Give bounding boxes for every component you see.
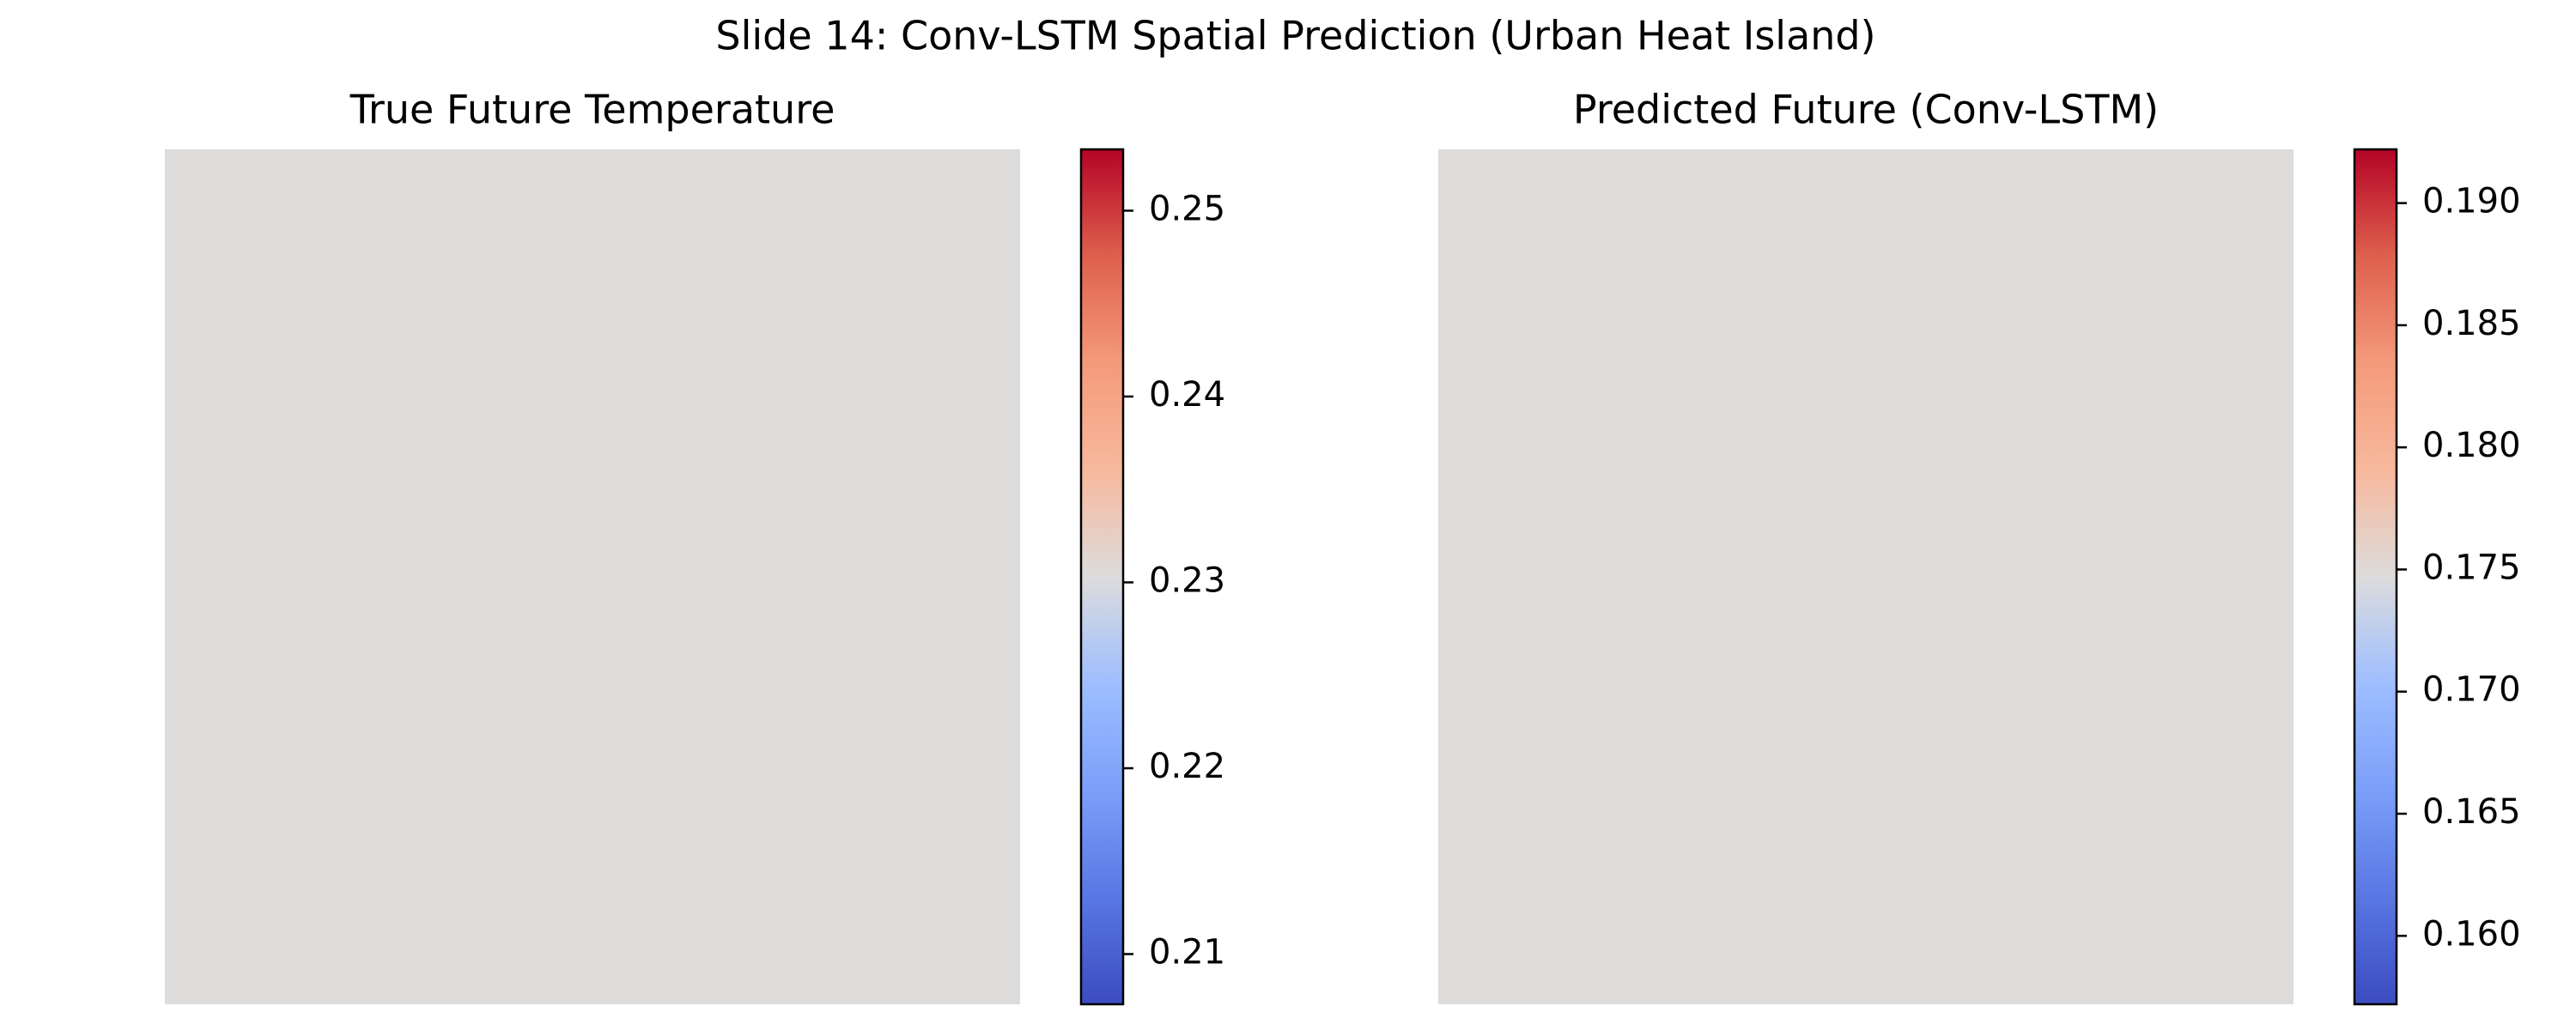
heatmap-field (1438, 149, 2293, 1004)
colorbar-frame (2353, 148, 2398, 1006)
heatmap-field (165, 149, 1020, 1004)
colorbar-ticks: 0.160 0.165 0.170 0.175 0.180 0.185 0.190 (2397, 182, 2521, 954)
colorbar-ticks: 0.21 0.22 0.23 0.24 0.25 (1123, 189, 1225, 972)
colorbar-tick-label: 0.25 (1149, 189, 1225, 228)
colorbar-tick-label: 0.21 (1149, 933, 1225, 972)
colorbar-tick-label: 0.23 (1149, 560, 1225, 600)
colorbar-frame (1079, 148, 1125, 1006)
colorbar-gradient (1081, 149, 1123, 1004)
colorbar-tick-label: 0.170 (2422, 670, 2521, 710)
colorbar-tick-label: 0.160 (2422, 914, 2521, 954)
colorbar-tick-label: 0.175 (2422, 548, 2521, 587)
colorbar: 0.21 0.22 0.23 0.24 0.25 (1079, 148, 1225, 1006)
colorbar-tick-label: 0.180 (2422, 426, 2521, 465)
colorbar-tick-label: 0.185 (2422, 304, 2521, 343)
panel-title: Predicted Future (Conv-LSTM) (1573, 87, 2159, 133)
colorbar-tick-label: 0.24 (1149, 375, 1225, 415)
panel-predicted-future: Predicted Future (Conv-LSTM) 0.1600.1650… (1438, 87, 2521, 1006)
panel-title: True Future Temperature (349, 87, 835, 133)
colorbar-gradient (2354, 149, 2397, 1004)
figure-suptitle: Slide 14: Conv-LSTM Spatial Prediction (… (715, 13, 1875, 59)
colorbar-tick-label: 0.22 (1149, 747, 1225, 786)
colorbar-tick-label: 0.190 (2422, 182, 2521, 221)
colorbar-tick-label: 0.165 (2422, 792, 2521, 832)
panel-true-future: True Future Temperature 0.21 0.22 0.23 0.24… (165, 87, 1225, 1006)
colorbar: 0.160 0.165 0.170 0.175 0.180 0.185 0.190 (2353, 148, 2521, 1006)
